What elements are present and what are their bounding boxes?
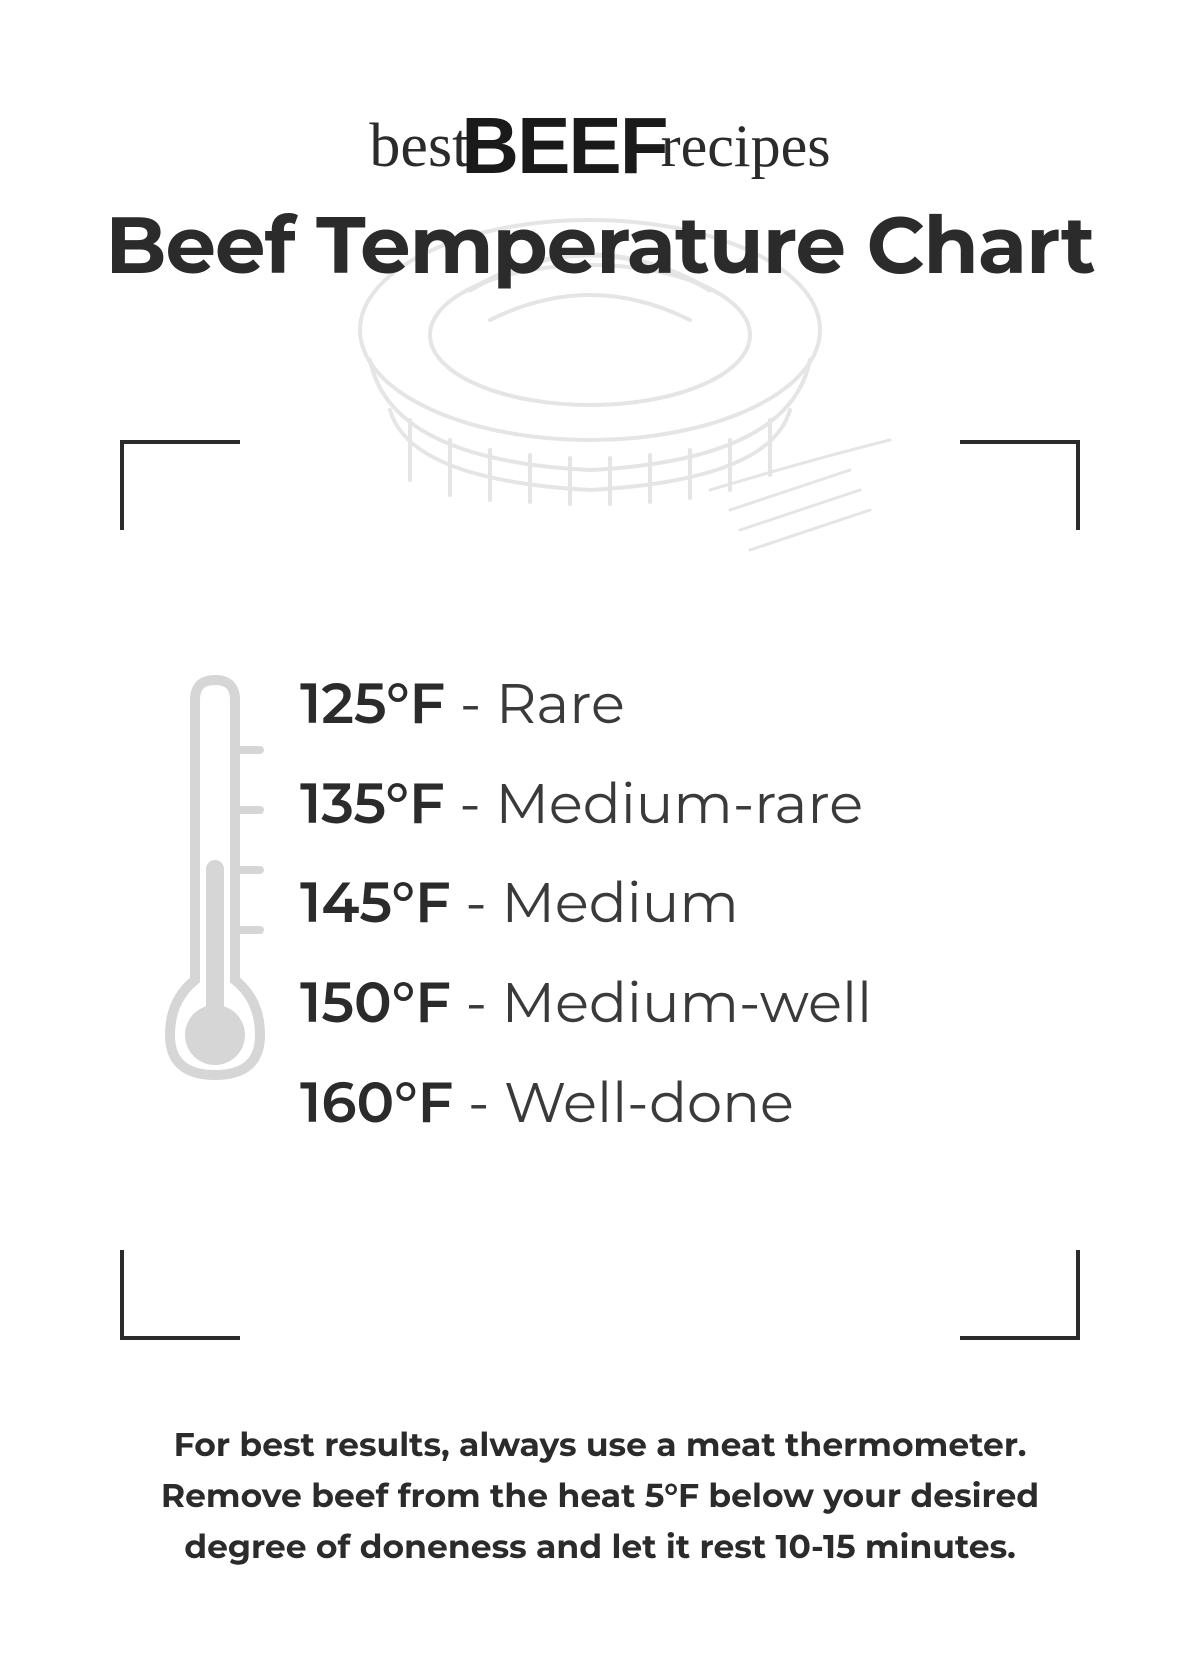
footer-note: For best results, always use a meat ther… xyxy=(120,1420,1080,1573)
doneness-label: Medium-rare xyxy=(495,770,863,838)
doneness-label: Well-done xyxy=(504,1069,794,1137)
temp-row: 150°F - Medium-well xyxy=(300,954,872,1054)
logo-word-recipes: recipes xyxy=(661,113,831,179)
thermometer-icon xyxy=(160,660,270,1080)
temp-row: 135°F - Medium-rare xyxy=(300,755,872,855)
temp-row: 160°F - Well-done xyxy=(300,1054,872,1154)
temp-value: 125°F xyxy=(300,670,445,738)
temperature-list: 125°F - Rare 135°F - Medium-rare 145°F -… xyxy=(300,655,872,1153)
doneness-label: Rare xyxy=(496,670,625,738)
temp-row: 145°F - Medium xyxy=(300,854,872,954)
temp-value: 135°F xyxy=(300,770,445,838)
brand-logo: bestBEEFrecipes xyxy=(0,100,1200,192)
logo-word-best: best xyxy=(369,112,469,180)
temp-value: 160°F xyxy=(300,1069,453,1137)
doneness-label: Medium xyxy=(501,869,738,937)
logo-word-beef: BEEF xyxy=(461,101,666,190)
doneness-label: Medium-well xyxy=(502,969,872,1037)
temp-row: 125°F - Rare xyxy=(300,655,872,755)
temp-value: 145°F xyxy=(300,869,451,937)
page-title: Beef Temperature Chart xyxy=(0,197,1200,294)
temp-value: 150°F xyxy=(300,969,451,1037)
